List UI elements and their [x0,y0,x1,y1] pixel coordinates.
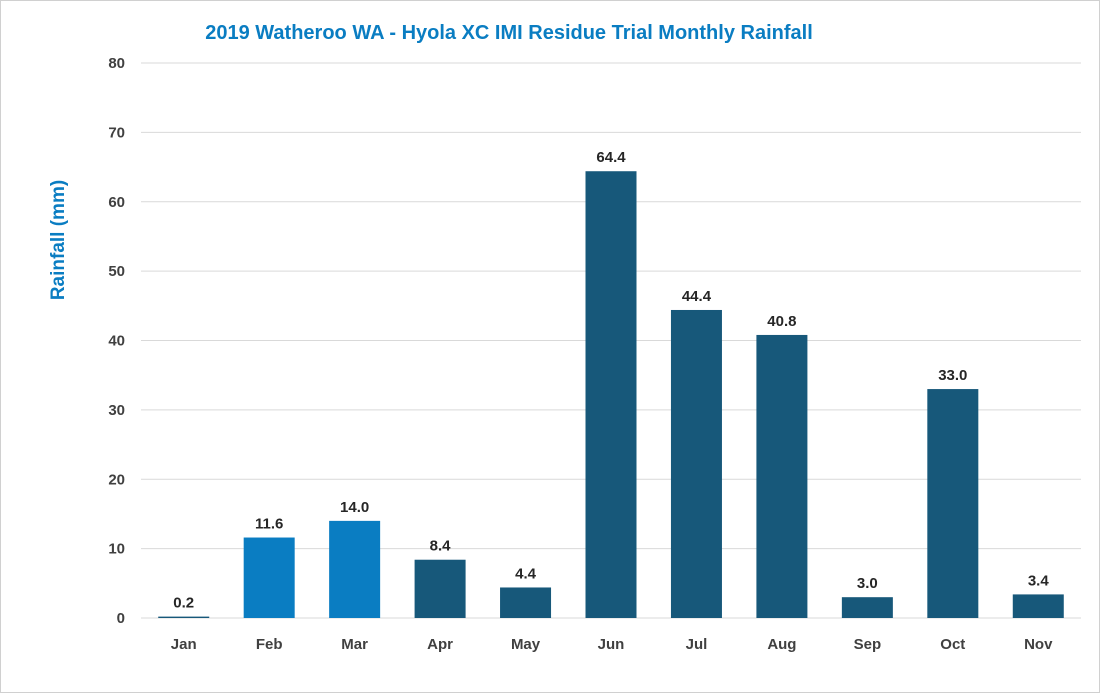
x-tick-label: Sep [854,636,882,653]
x-tick-label: Jan [171,636,197,653]
data-label-feb: 11.6 [255,516,283,533]
bar-sep [841,597,893,618]
data-label-nov: 3.4 [1028,572,1050,589]
y-tick-label: 0 [117,610,125,627]
data-label-jun: 64.4 [596,149,626,166]
x-tick-label: Apr [427,636,453,653]
x-axis-ticks: Jan Feb Mar Apr May Jun Jul Aug Sep Oct Nov [171,636,1053,653]
x-tick-label: Nov [1024,636,1053,653]
x-tick-label: Feb [256,636,283,653]
data-label-jan: 0.2 [173,595,194,612]
x-tick-label: Mar [341,636,368,653]
bar-jun [585,171,637,618]
bars [158,171,1064,618]
y-axis-ticks: 0 10 20 30 40 50 60 70 80 [108,55,125,627]
x-tick-label: May [511,636,541,653]
bar-apr [414,559,466,618]
data-label-jul: 44.4 [682,288,712,305]
y-tick-label: 80 [108,55,125,72]
y-axis-label: Rainfall (mm) [48,180,69,300]
x-tick-label: Jun [598,636,625,653]
data-label-mar: 14.0 [340,499,369,516]
y-tick-label: 20 [108,471,125,488]
chart-title: 2019 Watheroo WA - Hyola XC IMI Residue … [205,22,813,44]
y-tick-label: 70 [108,124,125,141]
data-labels: 0.2 11.6 14.0 8.4 4.4 64.4 44.4 40.8 3.0 33.0 3.4 [173,149,1049,611]
y-tick-label: 50 [108,263,125,280]
bar-oct [927,389,979,618]
y-tick-label: 10 [108,541,125,558]
data-label-oct: 33.0 [938,367,967,384]
data-label-sep: 3.0 [857,575,878,592]
x-tick-label: Aug [767,636,796,653]
bar-may [500,587,552,618]
y-tick-label: 30 [108,402,125,419]
bar-feb [243,537,295,618]
x-tick-label: Oct [940,636,965,653]
x-tick-label: Jul [686,636,708,653]
data-label-apr: 8.4 [430,538,452,555]
bar-nov [1012,594,1064,618]
bar-jan [158,616,210,618]
data-label-aug: 40.8 [767,313,796,330]
y-tick-label: 60 [108,194,125,211]
y-tick-label: 40 [108,333,125,350]
bar-aug [756,334,808,618]
bar-mar [329,520,381,618]
bar-jul [670,309,722,618]
data-label-may: 4.4 [515,565,537,582]
